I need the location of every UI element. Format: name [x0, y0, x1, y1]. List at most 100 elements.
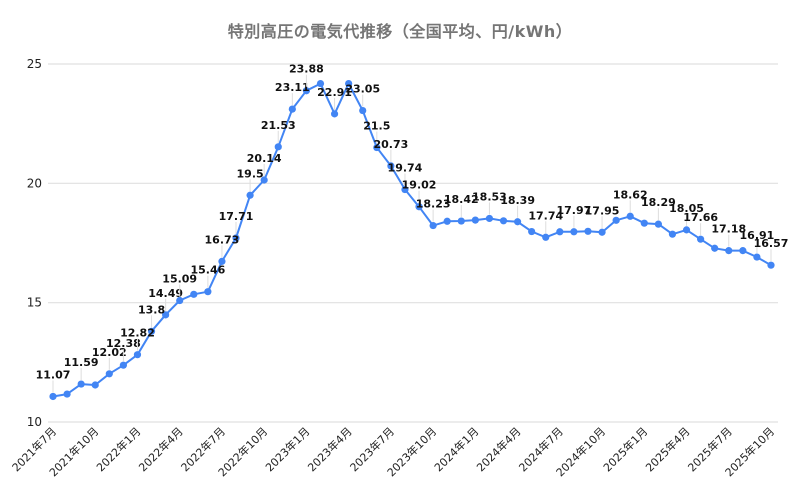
data-point[interactable] — [668, 230, 677, 238]
data-point[interactable] — [373, 143, 381, 152]
data-point[interactable] — [753, 253, 761, 261]
data-label: 20.14 — [247, 152, 282, 165]
data-point[interactable] — [570, 228, 578, 236]
data-point[interactable] — [542, 233, 550, 241]
x-tick-label: 2022年4月 — [136, 424, 186, 474]
data-label: 18.05 — [669, 202, 704, 215]
x-tick-label: 2025年4月 — [642, 424, 692, 474]
data-label: 21.5 — [363, 120, 390, 133]
data-point[interactable] — [682, 226, 691, 234]
data-point[interactable] — [119, 361, 127, 369]
data-point[interactable] — [485, 214, 494, 223]
data-labels: 11.0711.5912.0212.3812.8213.814.4915.091… — [36, 63, 788, 393]
data-label: 18.39 — [500, 194, 535, 207]
x-tick-label: 2024年4月 — [474, 424, 524, 474]
data-point[interactable] — [63, 390, 71, 398]
data-label: 18.53 — [472, 190, 507, 203]
data-series — [49, 79, 775, 401]
data-point[interactable] — [725, 247, 733, 255]
data-label: 18.29 — [641, 196, 676, 209]
data-point[interactable] — [640, 219, 648, 227]
data-point[interactable] — [415, 203, 423, 211]
data-point[interactable] — [767, 261, 775, 269]
data-point[interactable] — [288, 105, 296, 113]
x-tick-label: 2023年4月 — [305, 424, 355, 474]
y-tick-label: 20 — [27, 176, 42, 190]
data-point[interactable] — [697, 235, 705, 243]
data-label: 21.53 — [261, 119, 296, 132]
data-point[interactable] — [246, 191, 254, 199]
data-label: 18.62 — [613, 188, 648, 201]
data-label: 15.09 — [162, 273, 197, 286]
data-label: 20.73 — [373, 138, 408, 151]
data-label: 12.82 — [120, 327, 155, 340]
x-axis-ticks: 2021年7月2021年10月2022年1月2022年4月2022年7月2022… — [9, 424, 777, 479]
data-point[interactable] — [162, 311, 170, 319]
data-point[interactable] — [612, 216, 620, 224]
x-tick-label: 2024年1月 — [431, 424, 481, 474]
data-point[interactable] — [513, 218, 522, 226]
data-point[interactable] — [176, 296, 184, 305]
data-label: 17.74 — [528, 209, 563, 222]
data-point[interactable] — [204, 288, 212, 296]
chart-title: 特別高圧の電気代推移（全国平均、円/kWh） — [227, 22, 573, 41]
series-line — [52, 82, 772, 398]
data-point[interactable] — [598, 228, 606, 236]
data-point[interactable] — [457, 217, 465, 225]
data-point[interactable] — [429, 221, 437, 230]
data-point[interactable] — [401, 185, 409, 194]
data-label: 19.74 — [388, 162, 423, 175]
gridlines — [48, 63, 778, 423]
data-label: 18.23 — [416, 198, 451, 211]
data-label: 23.05 — [345, 83, 380, 96]
data-point[interactable] — [190, 290, 198, 298]
data-point[interactable] — [232, 234, 240, 242]
data-point[interactable] — [626, 212, 634, 220]
data-point[interactable] — [105, 370, 113, 378]
data-point[interactable] — [345, 79, 353, 88]
data-label: 17.66 — [683, 211, 718, 224]
data-label: 12.02 — [92, 346, 127, 359]
data-label: 12.38 — [106, 337, 141, 350]
data-point[interactable] — [274, 143, 282, 151]
data-label: 17.97 — [557, 204, 592, 217]
data-label: 23.88 — [289, 63, 324, 76]
data-label: 14.49 — [148, 287, 183, 300]
data-point[interactable] — [316, 79, 325, 88]
data-point[interactable] — [260, 176, 268, 184]
y-tick-label: 10 — [27, 415, 42, 429]
data-label: 16.91 — [740, 229, 775, 242]
data-point[interactable] — [77, 380, 85, 388]
data-point[interactable] — [471, 216, 479, 224]
data-label: 11.07 — [36, 368, 71, 381]
data-label: 11.59 — [64, 356, 99, 369]
data-label: 23.11 — [275, 81, 310, 94]
data-label: 17.18 — [711, 223, 746, 236]
data-label: 16.73 — [205, 233, 240, 246]
data-point[interactable] — [133, 351, 142, 359]
y-tick-label: 25 — [27, 57, 42, 71]
data-point[interactable] — [147, 327, 156, 335]
data-point[interactable] — [387, 162, 395, 170]
data-point[interactable] — [49, 392, 57, 401]
data-point[interactable] — [528, 227, 536, 236]
data-point[interactable] — [739, 247, 747, 255]
data-label: 22.91 — [317, 86, 352, 99]
data-point[interactable] — [359, 106, 367, 115]
data-point[interactable] — [218, 257, 226, 265]
data-point[interactable] — [91, 381, 99, 389]
data-label: 19.5 — [237, 167, 264, 180]
x-tick-label: 2023年1月 — [262, 424, 312, 474]
data-point[interactable] — [499, 217, 508, 225]
data-point[interactable] — [711, 244, 719, 252]
x-tick-label: 2022年1月 — [93, 424, 143, 474]
data-label: 19.02 — [402, 179, 437, 192]
data-point[interactable] — [443, 217, 451, 225]
data-label: 17.95 — [585, 204, 620, 217]
data-point[interactable] — [654, 220, 662, 228]
data-point[interactable] — [302, 87, 311, 95]
data-point[interactable] — [584, 227, 592, 235]
data-point[interactable] — [330, 110, 339, 118]
data-point[interactable] — [556, 228, 564, 236]
